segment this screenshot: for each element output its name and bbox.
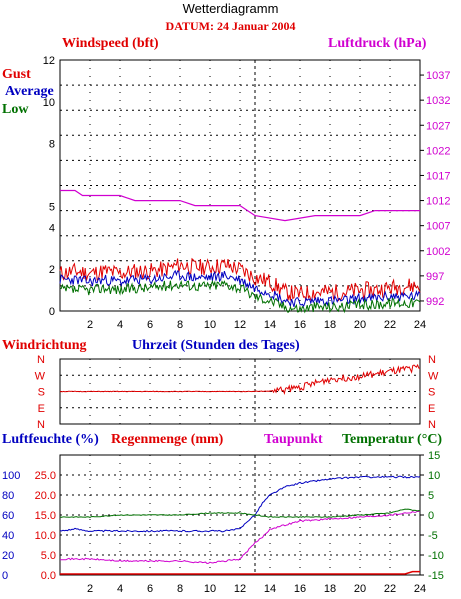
temperature-tick--15: -15 xyxy=(428,570,444,582)
temperature-tick-5: 5 xyxy=(428,490,434,502)
temperature-tick--10: -10 xyxy=(428,550,444,562)
pressure-tick-997: 997 xyxy=(426,271,444,283)
chart-title: Wetterdiagramm xyxy=(182,1,279,16)
direction-tick-left-2: S xyxy=(38,387,45,399)
rain-tick-25.0: 25.0 xyxy=(35,470,56,482)
humidity-xtick-4: 4 xyxy=(117,583,123,595)
rain-tick-5.0: 5.0 xyxy=(41,550,56,562)
series-dewpoint-line xyxy=(60,510,421,565)
pressure-tick-1017: 1017 xyxy=(426,170,450,182)
humidity-xtick-18: 18 xyxy=(324,583,336,595)
humidity-xtick-6: 6 xyxy=(147,583,153,595)
rain-tick-15.0: 15.0 xyxy=(35,510,56,522)
windspeed-tick-2: 2 xyxy=(49,264,55,276)
wind-xtick-20: 20 xyxy=(354,319,366,331)
wind-xtick-10: 10 xyxy=(204,319,216,331)
humidity-xtick-8: 8 xyxy=(177,583,183,595)
pressure-tick-992: 992 xyxy=(426,296,444,308)
temperature-tick-10: 10 xyxy=(428,470,440,482)
humidity-xtick-24: 24 xyxy=(414,583,426,595)
direction-tick-right-1: W xyxy=(428,370,439,382)
direction-tick-right-4: N xyxy=(428,419,436,431)
humidity-tick-100: 100 xyxy=(2,470,20,482)
windspeed-tick-5: 5 xyxy=(49,201,55,213)
pressure-tick-1007: 1007 xyxy=(426,221,450,233)
pressure-tick-1027: 1027 xyxy=(426,120,450,132)
humidity-xtick-16: 16 xyxy=(294,583,306,595)
wind-xtick-16: 16 xyxy=(294,319,306,331)
winddirection-title: Windrichtung xyxy=(2,338,87,353)
pressure-tick-1037: 1037 xyxy=(426,70,450,82)
direction-tick-left-3: E xyxy=(38,403,45,415)
series-direction-line xyxy=(60,363,421,395)
series-humidity-line xyxy=(59,475,421,533)
time-axis-title: Uhrzeit (Stunden des Tages) xyxy=(132,338,300,353)
pressure-tick-1022: 1022 xyxy=(426,145,450,157)
series-rain-line xyxy=(60,570,420,575)
pressure-tick-1002: 1002 xyxy=(426,246,450,258)
humidity-tick-60: 60 xyxy=(2,510,14,522)
windspeed-tick-0: 0 xyxy=(49,306,55,318)
legend-low: Low xyxy=(2,102,29,117)
pressure-tick-1012: 1012 xyxy=(426,196,450,208)
windspeed-pressure-panel: 0245810129929971002100710121017102210271… xyxy=(43,55,451,331)
windspeed-axis-title: Windspeed (bft) xyxy=(62,36,159,51)
rain-tick-20.0: 20.0 xyxy=(35,490,56,502)
legend-average: Average xyxy=(5,84,54,99)
humidity-xtick-10: 10 xyxy=(204,583,216,595)
humidity-tick-20: 20 xyxy=(2,550,14,562)
direction-tick-right-2: S xyxy=(428,387,435,399)
windspeed-tick-12: 12 xyxy=(43,55,55,67)
temperature-tick--5: -5 xyxy=(428,530,438,542)
humidity-axis-title: Luftfeuchte (%) xyxy=(2,432,99,447)
wind-xtick-14: 14 xyxy=(264,319,276,331)
humidity-xtick-14: 14 xyxy=(264,583,276,595)
humidity-xtick-12: 12 xyxy=(234,583,246,595)
temperature-axis-title: Temperatur (°C) xyxy=(342,432,443,447)
direction-tick-left-4: N xyxy=(37,419,45,431)
winddirection-panel: N NW WS SE EN N xyxy=(35,354,439,431)
wind-xtick-6: 6 xyxy=(147,319,153,331)
wind-xtick-22: 22 xyxy=(384,319,396,331)
series-gust-line xyxy=(59,257,421,302)
wind-xtick-12: 12 xyxy=(234,319,246,331)
wind-xtick-18: 18 xyxy=(324,319,336,331)
direction-tick-right-0: N xyxy=(428,354,436,366)
series-pressure-line xyxy=(60,189,420,222)
temperature-tick-15: 15 xyxy=(428,450,440,462)
rain-tick-0.0: 0.0 xyxy=(41,570,56,582)
series-low-line xyxy=(59,279,421,314)
series-temperature-line xyxy=(59,508,421,518)
humidity-xtick-20: 20 xyxy=(354,583,366,595)
wind-xtick-2: 2 xyxy=(87,319,93,331)
wind-xtick-8: 8 xyxy=(177,319,183,331)
humidity-tick-0: 0 xyxy=(2,570,8,582)
rain-tick-10.0: 10.0 xyxy=(35,530,56,542)
pressure-axis-title: Luftdruck (hPa) xyxy=(328,36,427,51)
humidity-tick-40: 40 xyxy=(2,530,14,542)
direction-tick-right-3: E xyxy=(428,403,435,415)
pressure-tick-1032: 1032 xyxy=(426,95,450,107)
series-average-line xyxy=(59,269,421,308)
humidity-tick-80: 80 xyxy=(2,490,14,502)
windspeed-tick-10: 10 xyxy=(43,97,55,109)
dewpoint-title: Taupunkt xyxy=(264,432,323,447)
windspeed-tick-4: 4 xyxy=(49,222,55,234)
humidity-xtick-22: 22 xyxy=(384,583,396,595)
chart-date: DATUM: 24 Januar 2004 xyxy=(165,19,296,33)
wind-xtick-4: 4 xyxy=(117,319,123,331)
humidity-xtick-2: 2 xyxy=(87,583,93,595)
rain-axis-title: Regenmenge (mm) xyxy=(111,432,224,447)
legend-gust: Gust xyxy=(2,67,31,82)
windspeed-tick-8: 8 xyxy=(49,139,55,151)
direction-tick-left-0: N xyxy=(37,354,45,366)
temperature-tick-0: 0 xyxy=(428,510,434,522)
direction-tick-left-1: W xyxy=(35,370,46,382)
wind-xtick-24: 24 xyxy=(414,319,426,331)
humidity-temperature-panel: 0204060801000.05.010.015.020.025.0-15-10… xyxy=(2,450,444,595)
